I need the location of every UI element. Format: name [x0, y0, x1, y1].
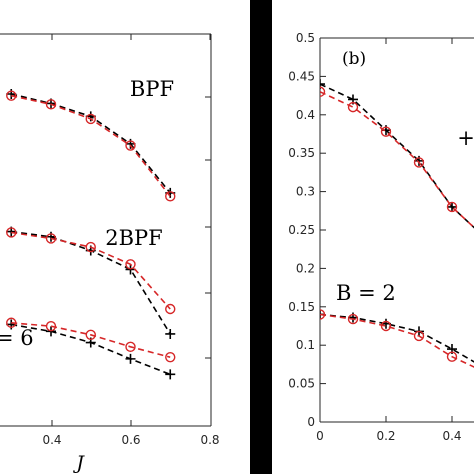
right-ytick-label: 0.5: [296, 31, 315, 45]
right-ytick-label: 0: [307, 415, 315, 429]
right-ytick-label: 0.05: [288, 377, 315, 391]
right-series-1-circle-point: [347, 101, 359, 113]
left-series-2-plus-point: [165, 328, 176, 339]
annotation-2bpf: 2BPF: [105, 226, 163, 250]
right-series-1-circle-point: [320, 86, 326, 97]
annotation-b-2: B = 2: [336, 281, 396, 305]
left-series-3-line: [11, 231, 171, 310]
right-series-0-plus-point: [320, 79, 325, 90]
right-y-ticks: 0 0.05 0.1 0.15 0.2 0.25 0.3 0.35 0.4 0.45 0.5: [288, 31, 326, 429]
left-series-3-circle-point: [45, 233, 57, 244]
left-x-axis-label: J: [72, 452, 85, 474]
annotation-b-6: = 6: [0, 326, 34, 350]
right-series-3-circle-point: [446, 351, 458, 362]
left-series-3-circle-point: [165, 303, 176, 315]
right-ytick-label: 0.15: [288, 300, 315, 314]
right-series-3-line: [320, 313, 474, 368]
annotation-bpf: BPF: [130, 77, 174, 101]
right-series-1-line: [320, 91, 474, 229]
left-series-4-plus-point: [125, 353, 136, 364]
left-series-group: [6, 89, 176, 380]
right-series-0-plus-point: [447, 201, 457, 212]
left-series-4-plus-point: [165, 369, 176, 380]
right-xtick-label: 0: [316, 429, 324, 443]
right-panel: 0 0.05 0.1 0.15 0.2 0.25 0.3 0.35 0.4 0.45 0.5 0 0.…: [288, 31, 474, 443]
left-series-4-line: [11, 323, 171, 376]
right-series-3-circle-point: [413, 330, 425, 342]
left-series-5-line: [11, 322, 171, 358]
right-series-1-circle-point: [380, 126, 392, 137]
left-xtick-label: 0.6: [121, 433, 140, 447]
left-series-1-circle-point: [125, 140, 136, 151]
right-ytick-label: 0.45: [288, 69, 315, 83]
left-series-3-circle-point: [85, 241, 96, 253]
right-series-3-circle-point: [347, 313, 359, 325]
right-series-group: [320, 79, 474, 368]
right-series-3-circle-point: [380, 320, 392, 332]
left-series-1-circle-point: [45, 99, 57, 110]
right-ytick-label: 0.1: [296, 338, 315, 352]
right-xtick-label: 0.4: [442, 429, 461, 443]
panel-divider: [250, 0, 272, 474]
right-ytick-label: 0.25: [288, 223, 315, 237]
left-series-1-line: [11, 94, 171, 197]
left-series-5-circle-point: [165, 351, 176, 363]
left-series-5-circle-point: [125, 341, 136, 353]
right-x-ticks: 0 0.2 0.4: [316, 38, 462, 443]
right-series-3-circle-point: [320, 309, 326, 320]
left-series-3-circle-point: [125, 259, 136, 270]
right-series-2-line: [320, 313, 474, 363]
left-series-1-circle-point: [165, 191, 176, 202]
left-series-5-circle-point: [85, 329, 96, 340]
right-ytick-label: 0.35: [288, 146, 315, 160]
right-xtick-label: 0.2: [376, 429, 395, 443]
panel-label-b: (b): [342, 49, 366, 69]
left-series-1-circle-point: [85, 113, 96, 125]
right-series-1-circle-point: [413, 157, 425, 168]
left-series-1-circle-point: [6, 90, 17, 101]
left-xtick-label: 0.4: [42, 433, 61, 447]
right-ytick-label: 0.2: [296, 261, 315, 275]
left-series-3-circle-point: [6, 227, 17, 238]
left-series-5-circle-point: [6, 317, 17, 328]
left-xtick-label: 0.8: [200, 433, 219, 447]
right-ytick-label: 0.4: [296, 108, 315, 122]
left-panel: 0.4 0.6 0.8 J BPF 2BPF = 6: [0, 33, 220, 474]
left-series-5-circle-point: [45, 321, 57, 332]
annotation-plus-legend: +: [457, 126, 474, 150]
right-series-1-circle-point: [446, 201, 458, 213]
right-ytick-label: 0.3: [296, 185, 315, 199]
right-series-0-line: [320, 83, 474, 229]
left-series-0-line: [11, 93, 171, 194]
